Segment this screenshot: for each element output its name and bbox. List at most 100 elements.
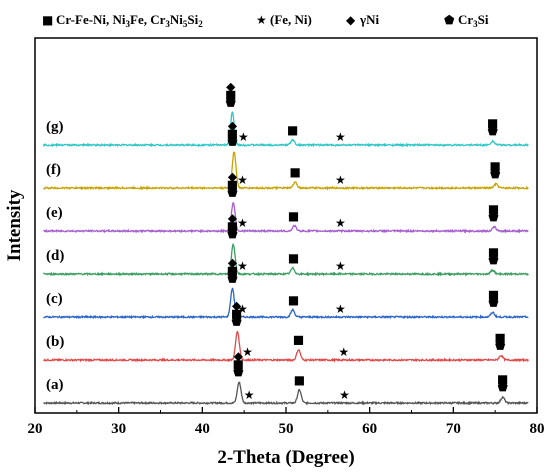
trace-g bbox=[42, 111, 529, 148]
trace-f bbox=[42, 151, 529, 191]
star-marker: ★ bbox=[237, 216, 248, 230]
y-axis-label: Intensity bbox=[4, 189, 25, 261]
trace-d bbox=[42, 242, 529, 277]
star-marker: ★ bbox=[335, 173, 346, 187]
pentagon-marker: ⬟ bbox=[490, 167, 501, 181]
star-marker: ★ bbox=[242, 345, 253, 359]
square-marker: ■ bbox=[495, 330, 506, 344]
star-marker: ★ bbox=[335, 302, 346, 316]
legend-text-part: Si bbox=[478, 12, 489, 27]
star-marker: ★ bbox=[339, 388, 350, 402]
trace-labels: (a) (b) (c) (d) (e) (f) (g) bbox=[46, 119, 64, 393]
legend-subscript: 3 bbox=[473, 19, 478, 29]
legend-subscript: 5 bbox=[183, 19, 188, 29]
trace-c bbox=[43, 287, 529, 320]
square-marker: ■ bbox=[488, 245, 499, 259]
square-marker: ■ bbox=[227, 127, 238, 141]
trace-b bbox=[43, 330, 529, 363]
x-tick-label: 30 bbox=[111, 421, 126, 437]
legend-subscript: 2 bbox=[198, 19, 203, 29]
pentagon-marker: ⬟ bbox=[495, 338, 506, 352]
legend-text-part: Cr-Fe-Ni, Ni bbox=[56, 12, 126, 27]
square-marker: ■ bbox=[293, 333, 304, 347]
trace-label: (f) bbox=[46, 162, 61, 178]
x-tick-label: 70 bbox=[446, 421, 461, 437]
square-marker: ■ bbox=[489, 159, 500, 173]
x-axis-label: 2-Theta (Degree) bbox=[217, 447, 354, 468]
square-marker: ■ bbox=[233, 357, 244, 371]
legend-text-part: Fe, Cr bbox=[130, 12, 166, 27]
diamond-marker: ◆ bbox=[228, 211, 238, 225]
legend-label: Cr-Fe-Ni, Ni3Fe, Cr3Ni5Si2 bbox=[56, 12, 203, 29]
square-marker: ■ bbox=[287, 123, 298, 137]
trace-label: (a) bbox=[46, 377, 64, 393]
phase-markers: ◆■⬟★■★■⬟◆■⬟★■★■⬟◆■⬟★■★■⬟◆■⬟★■★■⬟◆■⬟★■★■⬟… bbox=[225, 80, 508, 403]
pentagon-marker: ⬟ bbox=[487, 124, 498, 138]
legend-label: (Fe, Ni) bbox=[270, 12, 312, 27]
star-marker: ★ bbox=[338, 345, 349, 359]
trace-e bbox=[43, 202, 529, 234]
star-marker: ★ bbox=[237, 302, 248, 316]
diamond-marker: ◆ bbox=[228, 169, 238, 183]
square-marker: ■ bbox=[497, 372, 508, 386]
legend-label: γNi bbox=[359, 12, 379, 27]
legend-text-part: Cr bbox=[458, 12, 473, 27]
diamond-marker: ◆ bbox=[228, 119, 238, 133]
pentagon-marker: ⬟ bbox=[227, 185, 238, 199]
pentagon-legend-icon: ⬟ bbox=[444, 13, 455, 27]
x-tick-label: 60 bbox=[362, 421, 377, 437]
legend-subscript: 3 bbox=[126, 19, 131, 29]
pentagon-marker: ⬟ bbox=[227, 227, 238, 241]
pentagon-marker: ⬟ bbox=[488, 253, 499, 267]
star-marker: ★ bbox=[237, 259, 248, 273]
star-marker: ★ bbox=[335, 216, 346, 230]
diamond-marker: ◆ bbox=[226, 80, 236, 94]
diamond-marker: ◆ bbox=[228, 255, 238, 269]
pentagon-marker: ⬟ bbox=[233, 365, 244, 379]
square-marker: ■ bbox=[231, 306, 242, 320]
square-legend-icon: ■ bbox=[42, 13, 53, 27]
x-tick-label: 20 bbox=[28, 421, 43, 437]
star-marker: ★ bbox=[335, 130, 346, 144]
legend-subscript: 3 bbox=[165, 19, 170, 29]
pentagon-marker: ⬟ bbox=[227, 135, 238, 149]
trace-a bbox=[43, 381, 529, 406]
star-marker: ★ bbox=[244, 388, 255, 402]
square-marker: ■ bbox=[225, 88, 236, 102]
pentagon-marker: ⬟ bbox=[231, 314, 242, 328]
x-axis: 20 30 40 50 60 70 80 bbox=[28, 407, 545, 437]
legend-text-part: Ni bbox=[170, 12, 183, 27]
legend-text-part: (Fe, Ni) bbox=[270, 12, 312, 27]
square-marker: ■ bbox=[227, 177, 238, 191]
legend-text-part: Si bbox=[187, 12, 198, 27]
pentagon-marker: ⬟ bbox=[488, 295, 499, 309]
star-marker: ★ bbox=[237, 173, 248, 187]
square-marker: ■ bbox=[227, 263, 238, 277]
square-marker: ■ bbox=[227, 219, 238, 233]
trace-label: (e) bbox=[46, 205, 63, 221]
diamond-marker: ◆ bbox=[232, 298, 242, 312]
star-marker: ★ bbox=[335, 259, 346, 273]
traces bbox=[42, 111, 529, 406]
pentagon-marker: ⬟ bbox=[488, 210, 499, 224]
pentagon-marker: ⬟ bbox=[226, 96, 237, 110]
pentagon-marker: ⬟ bbox=[227, 271, 238, 285]
star-legend-icon: ★ bbox=[256, 13, 267, 27]
square-marker: ■ bbox=[488, 202, 499, 216]
legend: ■ Cr-Fe-Ni, Ni3Fe, Cr3Ni5Si2 ★ (Fe, Ni) ◆ γNi… bbox=[42, 12, 489, 29]
square-marker: ■ bbox=[294, 373, 305, 387]
square-marker: ■ bbox=[488, 287, 499, 301]
pentagon-marker: ⬟ bbox=[497, 380, 508, 394]
plot-frame bbox=[34, 37, 538, 414]
trace-label: (g) bbox=[46, 119, 64, 135]
square-marker: ■ bbox=[288, 209, 299, 223]
diamond-marker: ◆ bbox=[234, 349, 244, 363]
trace-label: (c) bbox=[46, 291, 63, 307]
diamond-legend-icon: ◆ bbox=[346, 13, 356, 27]
x-tick-label: 80 bbox=[530, 421, 545, 437]
square-marker: ■ bbox=[290, 165, 301, 179]
legend-text-part: γNi bbox=[359, 12, 379, 27]
trace-label: (b) bbox=[46, 334, 64, 350]
